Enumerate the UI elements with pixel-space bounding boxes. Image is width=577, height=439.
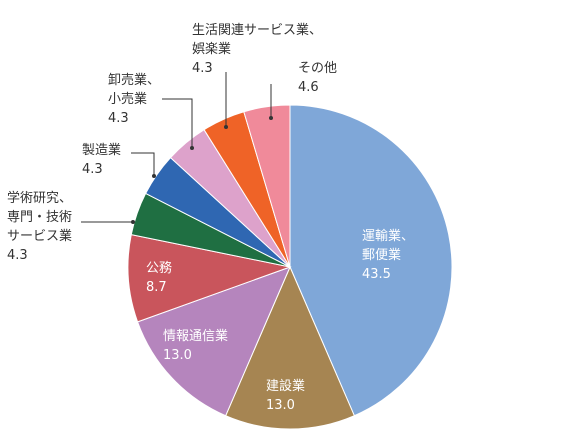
slice-label-2: 建設業 13.0 — [266, 378, 305, 413]
pie-slice-4 — [127, 234, 292, 323]
slice-name-line: 情報通信業 — [163, 328, 228, 344]
pie-slice-3 — [136, 266, 291, 417]
slice-name-line: 建設業 — [266, 378, 305, 394]
leader-line-7 — [162, 98, 193, 148]
slice-name-line: その他 — [298, 61, 337, 76]
slice-label-8: 生活関連サービス業、娯楽業 4.3 — [192, 22, 322, 76]
slice-value-label: 13.0 — [163, 348, 192, 363]
leader-lines — [81, 72, 273, 224]
slice-name-line: 小売業 — [108, 91, 147, 107]
leader-dot-9 — [269, 116, 273, 120]
slice-name-line: 娯楽業 — [192, 41, 231, 57]
slice-label-6: 製造業 4.3 — [82, 142, 121, 177]
leader-dot-5 — [131, 220, 135, 224]
leader-line-6 — [131, 152, 155, 176]
slice-name-line: サービス業 — [7, 228, 72, 244]
slice-value-label: 8.7 — [146, 280, 167, 295]
slice-value-label: 4.3 — [7, 248, 28, 263]
slice-labels: 運輸業、郵便業 43.5 建設業 13.0 情報通信業 13.0 公務 8.7 学術研究、専門・… — [7, 22, 414, 413]
slice-name-line: 郵便業 — [362, 247, 401, 263]
slice-label-7: 卸売業、小売業 4.3 — [108, 72, 160, 126]
slice-name-line: 製造業 — [82, 142, 121, 158]
slice-value-label: 4.3 — [108, 111, 129, 126]
slice-label-4: 公務 8.7 — [146, 261, 172, 295]
leader-dot-7 — [190, 146, 194, 150]
slice-value-label: 4.3 — [82, 162, 103, 177]
pie-slice-2 — [225, 265, 355, 430]
slice-label-9: その他 4.6 — [298, 61, 337, 95]
pie-slices — [127, 104, 453, 430]
pie-slice-1 — [289, 104, 453, 417]
slice-name-line: 卸売業、 — [108, 72, 160, 88]
slice-label-3: 情報通信業 13.0 — [163, 328, 228, 363]
slice-label-5: 学術研究、専門・技術サービス業 4.3 — [7, 190, 72, 263]
slice-label-1: 運輸業、郵便業 43.5 — [362, 228, 414, 282]
slice-name-line: 公務 — [146, 261, 172, 276]
leader-dot-8 — [224, 125, 228, 129]
slice-value-label: 4.3 — [192, 61, 213, 76]
slice-name-line: 生活関連サービス業、 — [192, 22, 322, 38]
pie-slice-9 — [243, 104, 291, 268]
slice-value-label: 4.6 — [298, 80, 319, 95]
slice-value-label: 43.5 — [362, 267, 391, 282]
slice-name-line: 運輸業、 — [362, 228, 414, 244]
slice-name-line: 専門・技術 — [7, 210, 72, 225]
slice-name-line: 学術研究、 — [7, 190, 72, 206]
slice-value-label: 13.0 — [266, 398, 295, 413]
leader-dot-6 — [152, 174, 156, 178]
